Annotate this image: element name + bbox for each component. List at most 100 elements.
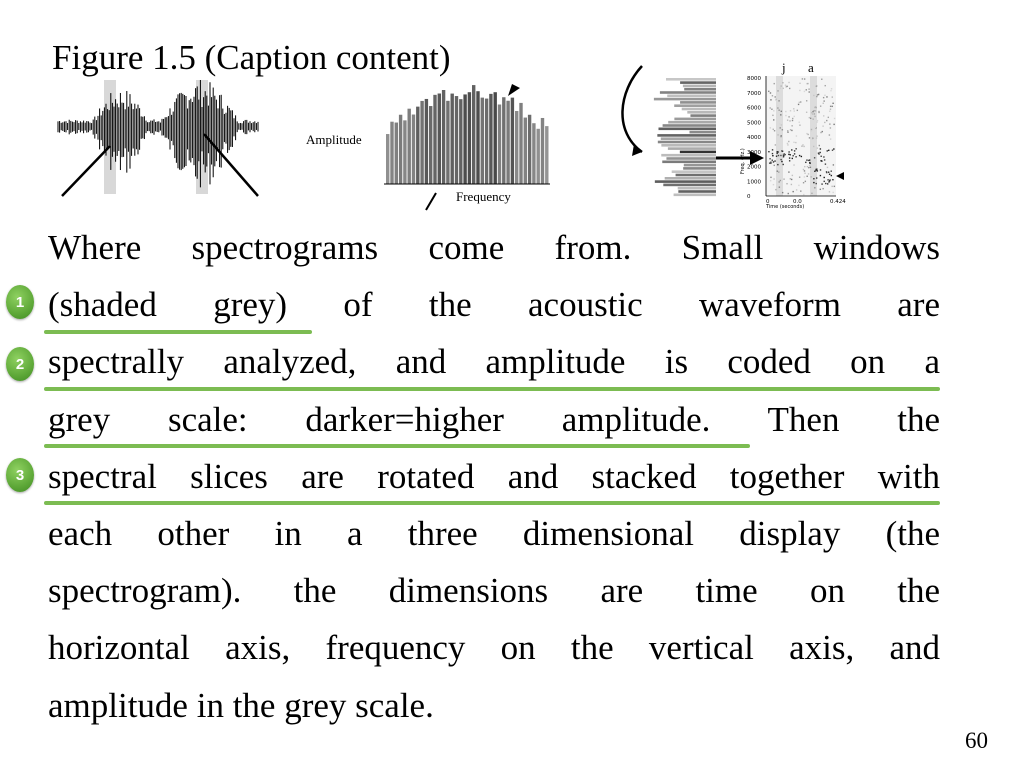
spectrogram-cell <box>815 177 818 179</box>
spectrogram-cell <box>772 128 774 131</box>
spectrogram-cell <box>825 182 827 185</box>
spectrogram-cell <box>817 93 820 96</box>
spectrogram-cell <box>831 185 833 188</box>
slice-bar <box>519 102 523 184</box>
spectrogram-y-tick: 3000 <box>747 150 761 156</box>
spectrogram-cell <box>795 135 798 137</box>
amplitude-label: Amplitude <box>306 132 362 147</box>
spectrogram-cell <box>804 180 807 183</box>
spectrogram-cell <box>819 174 822 177</box>
spectrogram-cell <box>777 154 780 157</box>
spectrogram-cell <box>774 96 776 98</box>
spectrogram-cell <box>807 82 809 85</box>
spectrogram-cell <box>821 78 823 80</box>
spectrogram-cell <box>808 164 811 167</box>
spectrogram-cell <box>829 123 831 125</box>
slice-bar <box>454 96 459 184</box>
spectrogram-cell <box>790 178 793 181</box>
spectrogram-cell <box>813 178 815 180</box>
spectrogram-cell <box>777 151 779 153</box>
spectrogram-cell <box>805 161 807 164</box>
spectrogram-y-tick: 0 <box>747 194 751 200</box>
spectrogram-cell <box>808 159 811 161</box>
spectrogram-cell <box>814 187 816 189</box>
spectrogram-cell <box>823 180 825 183</box>
spectrogram-cell <box>804 165 806 168</box>
spectrogram-cell <box>806 165 809 168</box>
spectrogram-cell <box>780 124 783 126</box>
spectrogram-cell <box>788 157 791 159</box>
spectrogram-cell <box>779 123 781 125</box>
spectrogram-cell <box>788 153 790 156</box>
pointer-line-1 <box>61 145 111 197</box>
spectrogram-cell <box>820 155 822 157</box>
spectrogram-cell <box>800 190 802 192</box>
spectrogram-cell <box>800 101 802 103</box>
spectrogram-y-tick: 2000 <box>747 165 761 171</box>
caption-line: amplitude in the grey scale. <box>48 685 434 725</box>
spectrogram-cell <box>819 105 822 107</box>
spectrogram-cell <box>822 125 824 127</box>
spectrogram-cell <box>813 157 816 159</box>
caption-paragraph: Where spectrograms come from. Small wind… <box>48 219 940 734</box>
spectrogram-cell <box>785 110 787 113</box>
spectrogram-cell <box>768 162 771 164</box>
spectrogram-cell <box>822 187 824 190</box>
spectrogram-cell <box>799 82 801 85</box>
spectrogram-cell <box>816 135 818 137</box>
spectrogram-cell <box>823 176 825 179</box>
spectrogram-cell <box>826 183 829 185</box>
spectrogram-cell <box>830 174 833 177</box>
spectrogram-cell <box>791 129 793 132</box>
slice-arrow-head <box>508 84 520 96</box>
spectrogram-cell <box>795 141 797 144</box>
spectral-slice: Amplitude Frequency <box>306 84 550 211</box>
rotated-slice-bar <box>660 137 716 140</box>
spectrogram-cell <box>826 166 829 169</box>
spectrogram-cell <box>777 90 779 92</box>
spectrogram-cell <box>818 144 821 147</box>
slice-bar <box>411 114 416 184</box>
spectrogram-cell <box>769 180 772 182</box>
spectrogram-x-tick: 0.424 <box>830 199 846 205</box>
spectrogram-cell <box>813 113 816 115</box>
spectrogram-cell <box>833 123 835 126</box>
spectrogram-cell <box>829 108 832 110</box>
spectrogram-cell <box>807 173 810 175</box>
spectrogram-cell <box>796 109 799 112</box>
rotated-slice-bar <box>657 140 716 144</box>
spectrogram-cell <box>823 159 826 161</box>
spectrogram-y-tick: 1000 <box>747 179 761 185</box>
rotated-slice-bar <box>666 157 716 160</box>
spectrogram-cell <box>773 130 776 132</box>
slice-bar <box>390 121 394 184</box>
slice-bar <box>394 122 398 184</box>
rotated-slice-bar <box>654 180 716 183</box>
spectrogram-cell <box>808 116 811 119</box>
slice-bar <box>515 111 519 184</box>
spectrogram-cell <box>803 176 806 178</box>
highlight-underline-3 <box>44 501 940 505</box>
spectrogram-cell <box>781 160 783 163</box>
spectrogram-cell <box>798 154 801 157</box>
slice-bar <box>407 108 411 184</box>
rotated-slice-bar <box>675 173 716 177</box>
spectrogram-cell <box>821 183 823 185</box>
spectrogram-cell <box>768 90 770 93</box>
rotated-slice-bar <box>662 160 716 164</box>
spectrogram-cell <box>780 158 782 161</box>
spectrogram-cell <box>793 141 795 144</box>
spectrogram-cell <box>793 108 795 110</box>
spectrogram-cell <box>825 171 828 173</box>
spectrogram-cell <box>821 130 823 133</box>
spectrogram-cell <box>781 191 784 194</box>
rotated-slice-bar <box>667 147 716 150</box>
spectrogram-cell <box>820 131 822 134</box>
spectrogram-cell <box>777 134 779 136</box>
spectrogram-cell <box>792 155 794 157</box>
spectrogram-cell <box>771 159 773 161</box>
spectrogram-cell <box>786 142 789 145</box>
slice-bar <box>459 99 463 184</box>
spectrogram-cell <box>784 153 786 156</box>
caption-line: horizontal axis, frequency on the vertic… <box>48 628 940 668</box>
